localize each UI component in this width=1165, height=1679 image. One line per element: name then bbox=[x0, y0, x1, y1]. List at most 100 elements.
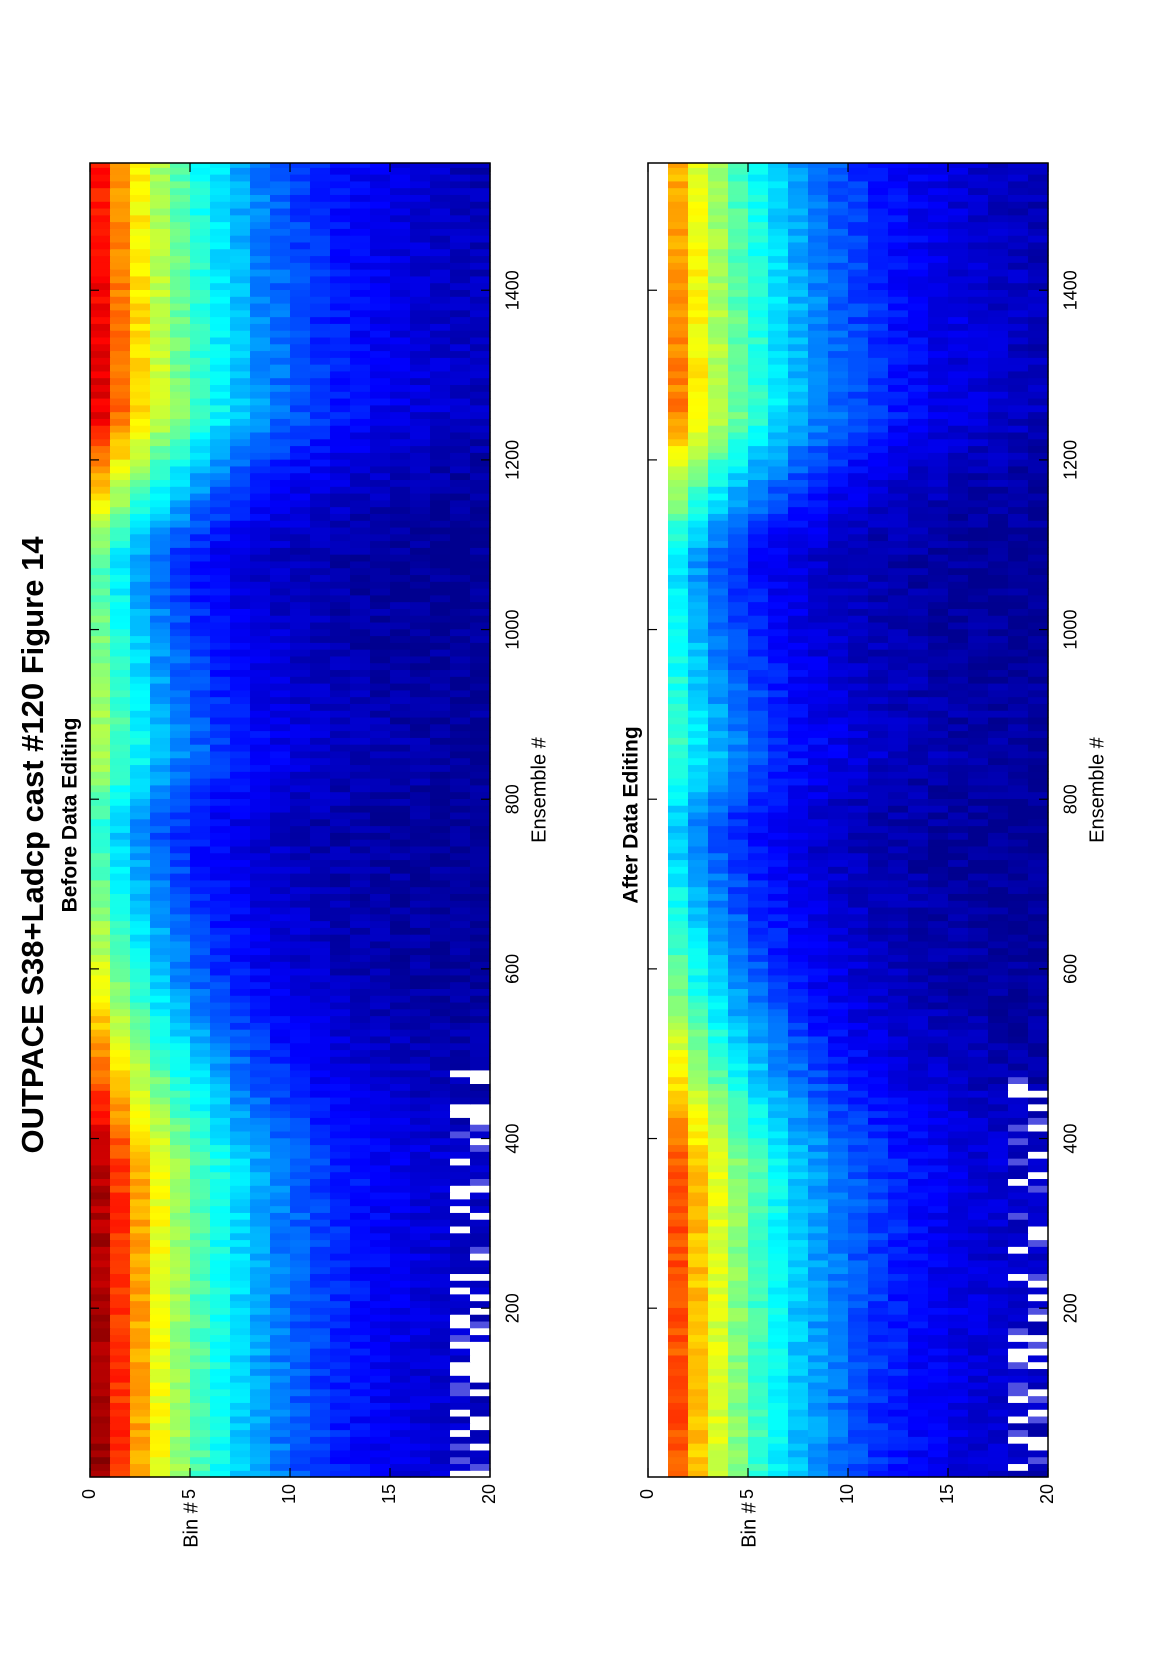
heatmap-cell bbox=[190, 1144, 211, 1152]
heatmap-cell bbox=[868, 1470, 889, 1478]
heatmap-cell bbox=[90, 947, 111, 956]
heatmap-cell bbox=[888, 1286, 909, 1295]
heatmap-cell bbox=[410, 1327, 431, 1336]
heatmap-cell bbox=[190, 1219, 211, 1227]
heatmap-cell bbox=[390, 187, 411, 195]
heatmap-cell bbox=[150, 988, 171, 996]
heatmap-cell bbox=[688, 1422, 709, 1431]
heatmap-cell bbox=[290, 282, 311, 290]
heatmap-cell bbox=[948, 1456, 969, 1465]
heatmap-cell bbox=[270, 1151, 291, 1159]
heatmap-cell bbox=[350, 1219, 371, 1227]
heatmap-cell bbox=[230, 302, 251, 311]
heatmap-cell bbox=[470, 499, 491, 508]
heatmap-cell bbox=[210, 486, 231, 494]
heatmap-cell bbox=[230, 1130, 251, 1139]
heatmap-cell bbox=[330, 1035, 351, 1044]
heatmap-cell bbox=[190, 784, 211, 793]
heatmap-cell bbox=[908, 1110, 929, 1118]
heatmap-cell bbox=[1008, 1449, 1029, 1458]
heatmap-cell bbox=[270, 459, 291, 467]
heatmap-cell bbox=[150, 940, 171, 949]
heatmap-cell bbox=[190, 207, 211, 216]
heatmap-cell bbox=[90, 1001, 111, 1010]
heatmap-cell bbox=[888, 1103, 909, 1112]
heatmap-cell bbox=[430, 642, 451, 650]
heatmap-cell bbox=[888, 1415, 909, 1424]
heatmap-cell bbox=[290, 934, 311, 942]
heatmap-cell bbox=[928, 1361, 949, 1370]
heatmap-cell bbox=[450, 1259, 471, 1268]
heatmap-cell bbox=[1008, 1307, 1029, 1315]
heatmap-cell bbox=[230, 778, 251, 786]
heatmap-cell bbox=[330, 574, 351, 582]
heatmap-cell bbox=[350, 750, 371, 759]
heatmap-cell bbox=[350, 913, 371, 922]
heatmap-cell bbox=[390, 655, 411, 664]
heatmap-cell bbox=[410, 269, 431, 277]
heatmap-cell bbox=[290, 676, 311, 684]
heatmap-cell bbox=[768, 1300, 789, 1308]
heatmap-cell bbox=[688, 1381, 709, 1390]
heatmap-cell bbox=[170, 784, 191, 793]
heatmap-cell bbox=[370, 533, 391, 542]
heatmap-cell bbox=[190, 1348, 211, 1356]
heatmap-cell bbox=[450, 1124, 471, 1132]
heatmap-cell bbox=[470, 750, 491, 759]
heatmap-cell bbox=[210, 1368, 231, 1376]
heatmap-cell bbox=[130, 866, 151, 874]
heatmap-cell bbox=[450, 438, 471, 447]
heatmap-cell bbox=[310, 866, 331, 874]
heatmap-cell bbox=[410, 859, 431, 867]
heatmap-cell bbox=[828, 1470, 849, 1478]
heatmap-cell bbox=[210, 811, 231, 820]
heatmap-cell bbox=[190, 879, 211, 888]
heatmap-cell bbox=[110, 445, 131, 453]
heatmap-cell bbox=[410, 560, 431, 569]
heatmap-cell bbox=[230, 995, 251, 1003]
heatmap-cell bbox=[230, 696, 251, 704]
heatmap-cell bbox=[110, 1388, 131, 1397]
heatmap-cell bbox=[150, 445, 171, 453]
heatmap-cell bbox=[828, 1239, 849, 1247]
heatmap-cell bbox=[170, 302, 191, 311]
heatmap-cell bbox=[190, 316, 211, 324]
heatmap-cell bbox=[210, 364, 231, 372]
heatmap-cell bbox=[430, 1246, 451, 1254]
heatmap-cell bbox=[390, 988, 411, 996]
heatmap-cell bbox=[130, 1124, 151, 1132]
heatmap-cell bbox=[410, 1422, 431, 1431]
heatmap-cell bbox=[928, 1103, 949, 1112]
heatmap-cell bbox=[350, 1103, 371, 1112]
heatmap-cell bbox=[350, 1253, 371, 1261]
heatmap-cell bbox=[450, 716, 471, 725]
heatmap-cell bbox=[110, 1341, 131, 1349]
heatmap-cell bbox=[470, 744, 491, 752]
heatmap-cell bbox=[430, 567, 451, 576]
heatmap-cell bbox=[410, 1056, 431, 1064]
heatmap-cell bbox=[130, 893, 151, 901]
heatmap-cell bbox=[150, 1409, 171, 1417]
heatmap-cell bbox=[390, 716, 411, 725]
heatmap-cell bbox=[768, 1470, 789, 1478]
heatmap-cell bbox=[190, 445, 211, 453]
heatmap-cell bbox=[430, 1049, 451, 1057]
heatmap-cell bbox=[470, 1409, 491, 1417]
heatmap-cell bbox=[130, 1259, 151, 1268]
heatmap-cell bbox=[868, 1368, 889, 1376]
heatmap-cell bbox=[748, 1375, 769, 1383]
heatmap-cell bbox=[150, 1015, 171, 1023]
heatmap-cell bbox=[848, 1225, 869, 1234]
heatmap-cell bbox=[270, 1388, 291, 1397]
heatmap-cell bbox=[370, 364, 391, 372]
heatmap-cell bbox=[310, 1402, 331, 1410]
heatmap-cell bbox=[908, 1137, 929, 1146]
heatmap-cell bbox=[1008, 1117, 1029, 1125]
heatmap-cell bbox=[370, 1361, 391, 1370]
heatmap-cell bbox=[450, 180, 471, 189]
heatmap-cell bbox=[190, 384, 211, 392]
heatmap-cell bbox=[390, 805, 411, 813]
heatmap-cell bbox=[310, 1225, 331, 1234]
heatmap-cell bbox=[210, 174, 231, 182]
heatmap-cell bbox=[230, 492, 251, 501]
